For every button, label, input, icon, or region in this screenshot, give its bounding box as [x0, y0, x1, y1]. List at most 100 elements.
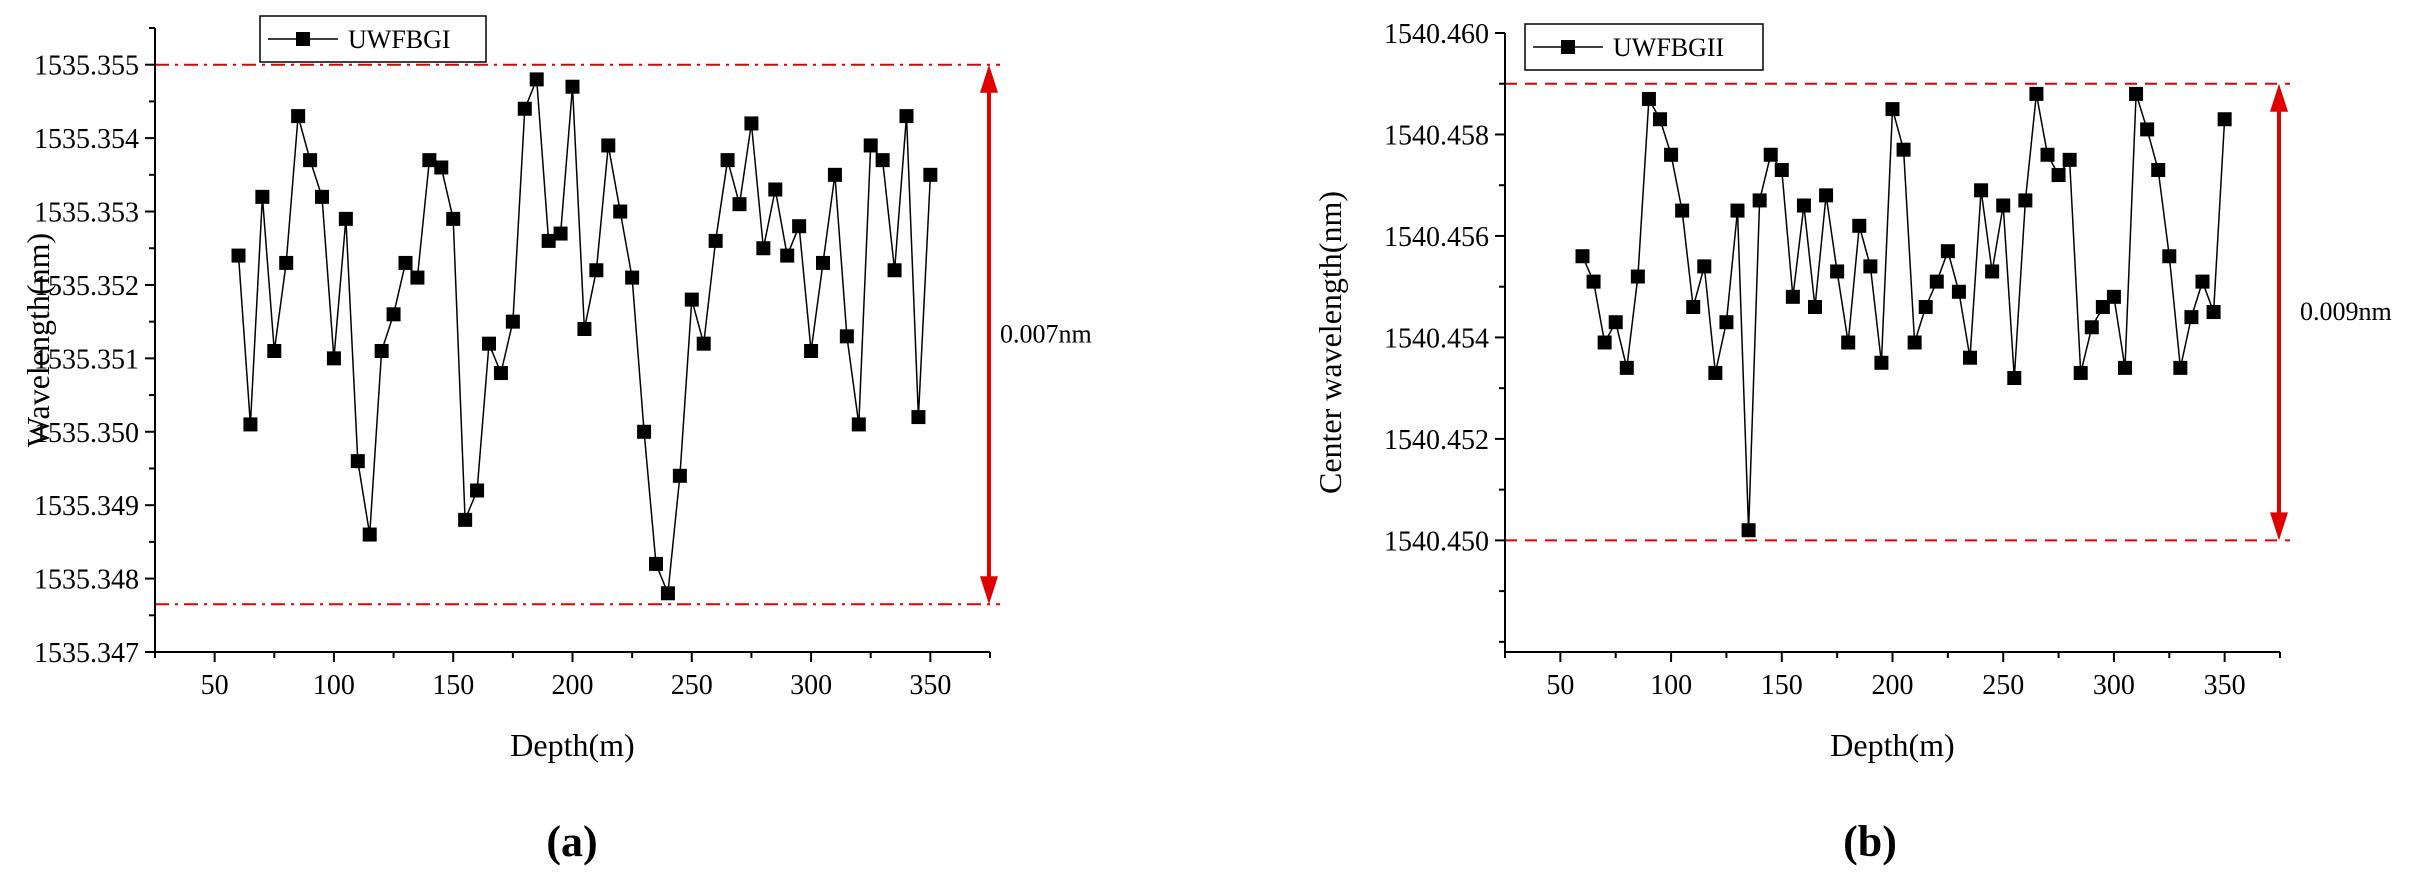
range-arrowhead-bottom-b [2270, 512, 2288, 541]
x-tick-label: 250 [671, 670, 713, 701]
data-point [1608, 315, 1623, 330]
data-point [2106, 289, 2121, 304]
data-point [660, 586, 675, 601]
data-point [2051, 168, 2066, 183]
data-point [398, 255, 413, 270]
data-point [1974, 183, 1989, 198]
data-point [923, 167, 938, 182]
data-point [1929, 274, 1944, 289]
data-point [386, 307, 401, 322]
data-point [1575, 249, 1590, 264]
data-point [362, 527, 377, 542]
data-point [613, 204, 628, 219]
data-point [1653, 112, 1667, 127]
data-point [732, 197, 747, 212]
data-point [780, 248, 795, 263]
data-point [517, 101, 532, 116]
data-point [279, 255, 294, 270]
data-point [1719, 315, 1734, 330]
data-point [2084, 320, 2099, 335]
y-tick-label: 1540.454 [1384, 323, 1489, 354]
y-axis-label-b: Center wavelength(nm) [1312, 191, 1348, 494]
y-tick-label: 1535.347 [34, 638, 139, 669]
data-point [1686, 299, 1701, 314]
y-ticks-a: 1535.347 1535.348 1535.349 1535.350 1535.351… [34, 27, 155, 669]
data-point [1763, 147, 1778, 162]
data-point [720, 153, 735, 168]
data-point [1597, 335, 1612, 350]
x-tick-label: 350 [909, 670, 951, 701]
y-tick-label: 1540.460 [1384, 19, 1489, 50]
data-point [553, 226, 568, 241]
data-point [577, 321, 592, 336]
x-ticks-a: 50 100 150 200 250 300 350 [154, 652, 991, 701]
y-ticks-b: 1540.450 1540.452 1540.454 1540.456 1540.458… [1384, 19, 1505, 643]
data-point [2195, 274, 2210, 289]
data-point [2151, 162, 2166, 177]
data-point [565, 79, 580, 94]
data-point [696, 336, 711, 351]
y-tick-label: 1535.352 [34, 271, 139, 302]
y-tick-label: 1535.348 [34, 565, 139, 596]
data-point [851, 417, 866, 432]
data-point [2206, 305, 2221, 320]
series-a [231, 72, 938, 601]
data-point [792, 219, 807, 234]
data-point [887, 263, 902, 278]
panel-label-a: (a) [546, 817, 597, 866]
data-point [756, 241, 771, 256]
range-label-b: 0.009nm [2300, 297, 2392, 326]
data-point [911, 410, 926, 425]
x-tick-label: 50 [1546, 670, 1574, 701]
data-point [2184, 310, 2199, 325]
y-tick-label: 1540.456 [1384, 222, 1489, 253]
data-point [231, 248, 246, 263]
data-point [1896, 142, 1911, 157]
data-point [1996, 198, 2011, 213]
x-tick-label: 200 [1872, 670, 1914, 701]
y-tick-label: 1540.458 [1384, 120, 1489, 151]
data-point [839, 329, 854, 344]
data-point [2062, 152, 2077, 167]
data-point [1697, 259, 1712, 274]
data-point [2140, 122, 2155, 137]
data-point [1586, 274, 1601, 289]
data-point [482, 336, 496, 351]
data-point [1641, 91, 1656, 106]
data-point [493, 366, 508, 381]
data-point [505, 314, 520, 329]
data-point [1863, 259, 1878, 274]
range-arrowhead-top-b [2270, 83, 2288, 112]
range-arrowhead-top-a [980, 64, 998, 93]
data-point [1796, 198, 1811, 213]
x-tick-label: 250 [1982, 670, 2024, 701]
data-point [1619, 360, 1634, 375]
y-tick-label: 1540.452 [1384, 425, 1489, 456]
legend-marker-a [296, 32, 310, 46]
data-point [2173, 360, 2188, 375]
data-point [1985, 264, 2000, 279]
data-point [816, 255, 830, 270]
data-point [589, 263, 604, 278]
x-tick-label: 300 [2093, 670, 2135, 701]
legend-label-b: UWFBGII [1613, 33, 1724, 62]
data-point [350, 454, 365, 469]
axes-a [154, 28, 990, 653]
data-point [1951, 284, 1966, 299]
data-point [1852, 218, 1867, 233]
data-point [1664, 147, 1679, 162]
data-point [768, 182, 783, 197]
data-point [2040, 147, 2055, 162]
y-axis-label-a: Wavelength(nm) [20, 233, 56, 447]
data-point [2129, 86, 2144, 101]
data-point [315, 189, 329, 204]
y-tick-label: 1535.355 [34, 51, 139, 82]
data-point [1963, 350, 1977, 365]
data-point [601, 138, 616, 153]
data-point [291, 109, 306, 124]
data-point [2029, 86, 2044, 101]
data-point [899, 109, 914, 124]
data-point [1841, 335, 1856, 350]
data-point [458, 512, 473, 527]
legend-marker-b [1561, 40, 1575, 54]
